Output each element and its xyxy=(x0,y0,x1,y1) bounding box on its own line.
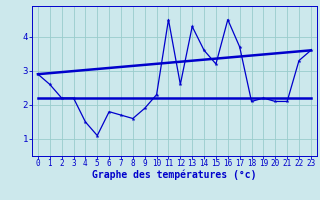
X-axis label: Graphe des températures (°c): Graphe des températures (°c) xyxy=(92,170,257,180)
